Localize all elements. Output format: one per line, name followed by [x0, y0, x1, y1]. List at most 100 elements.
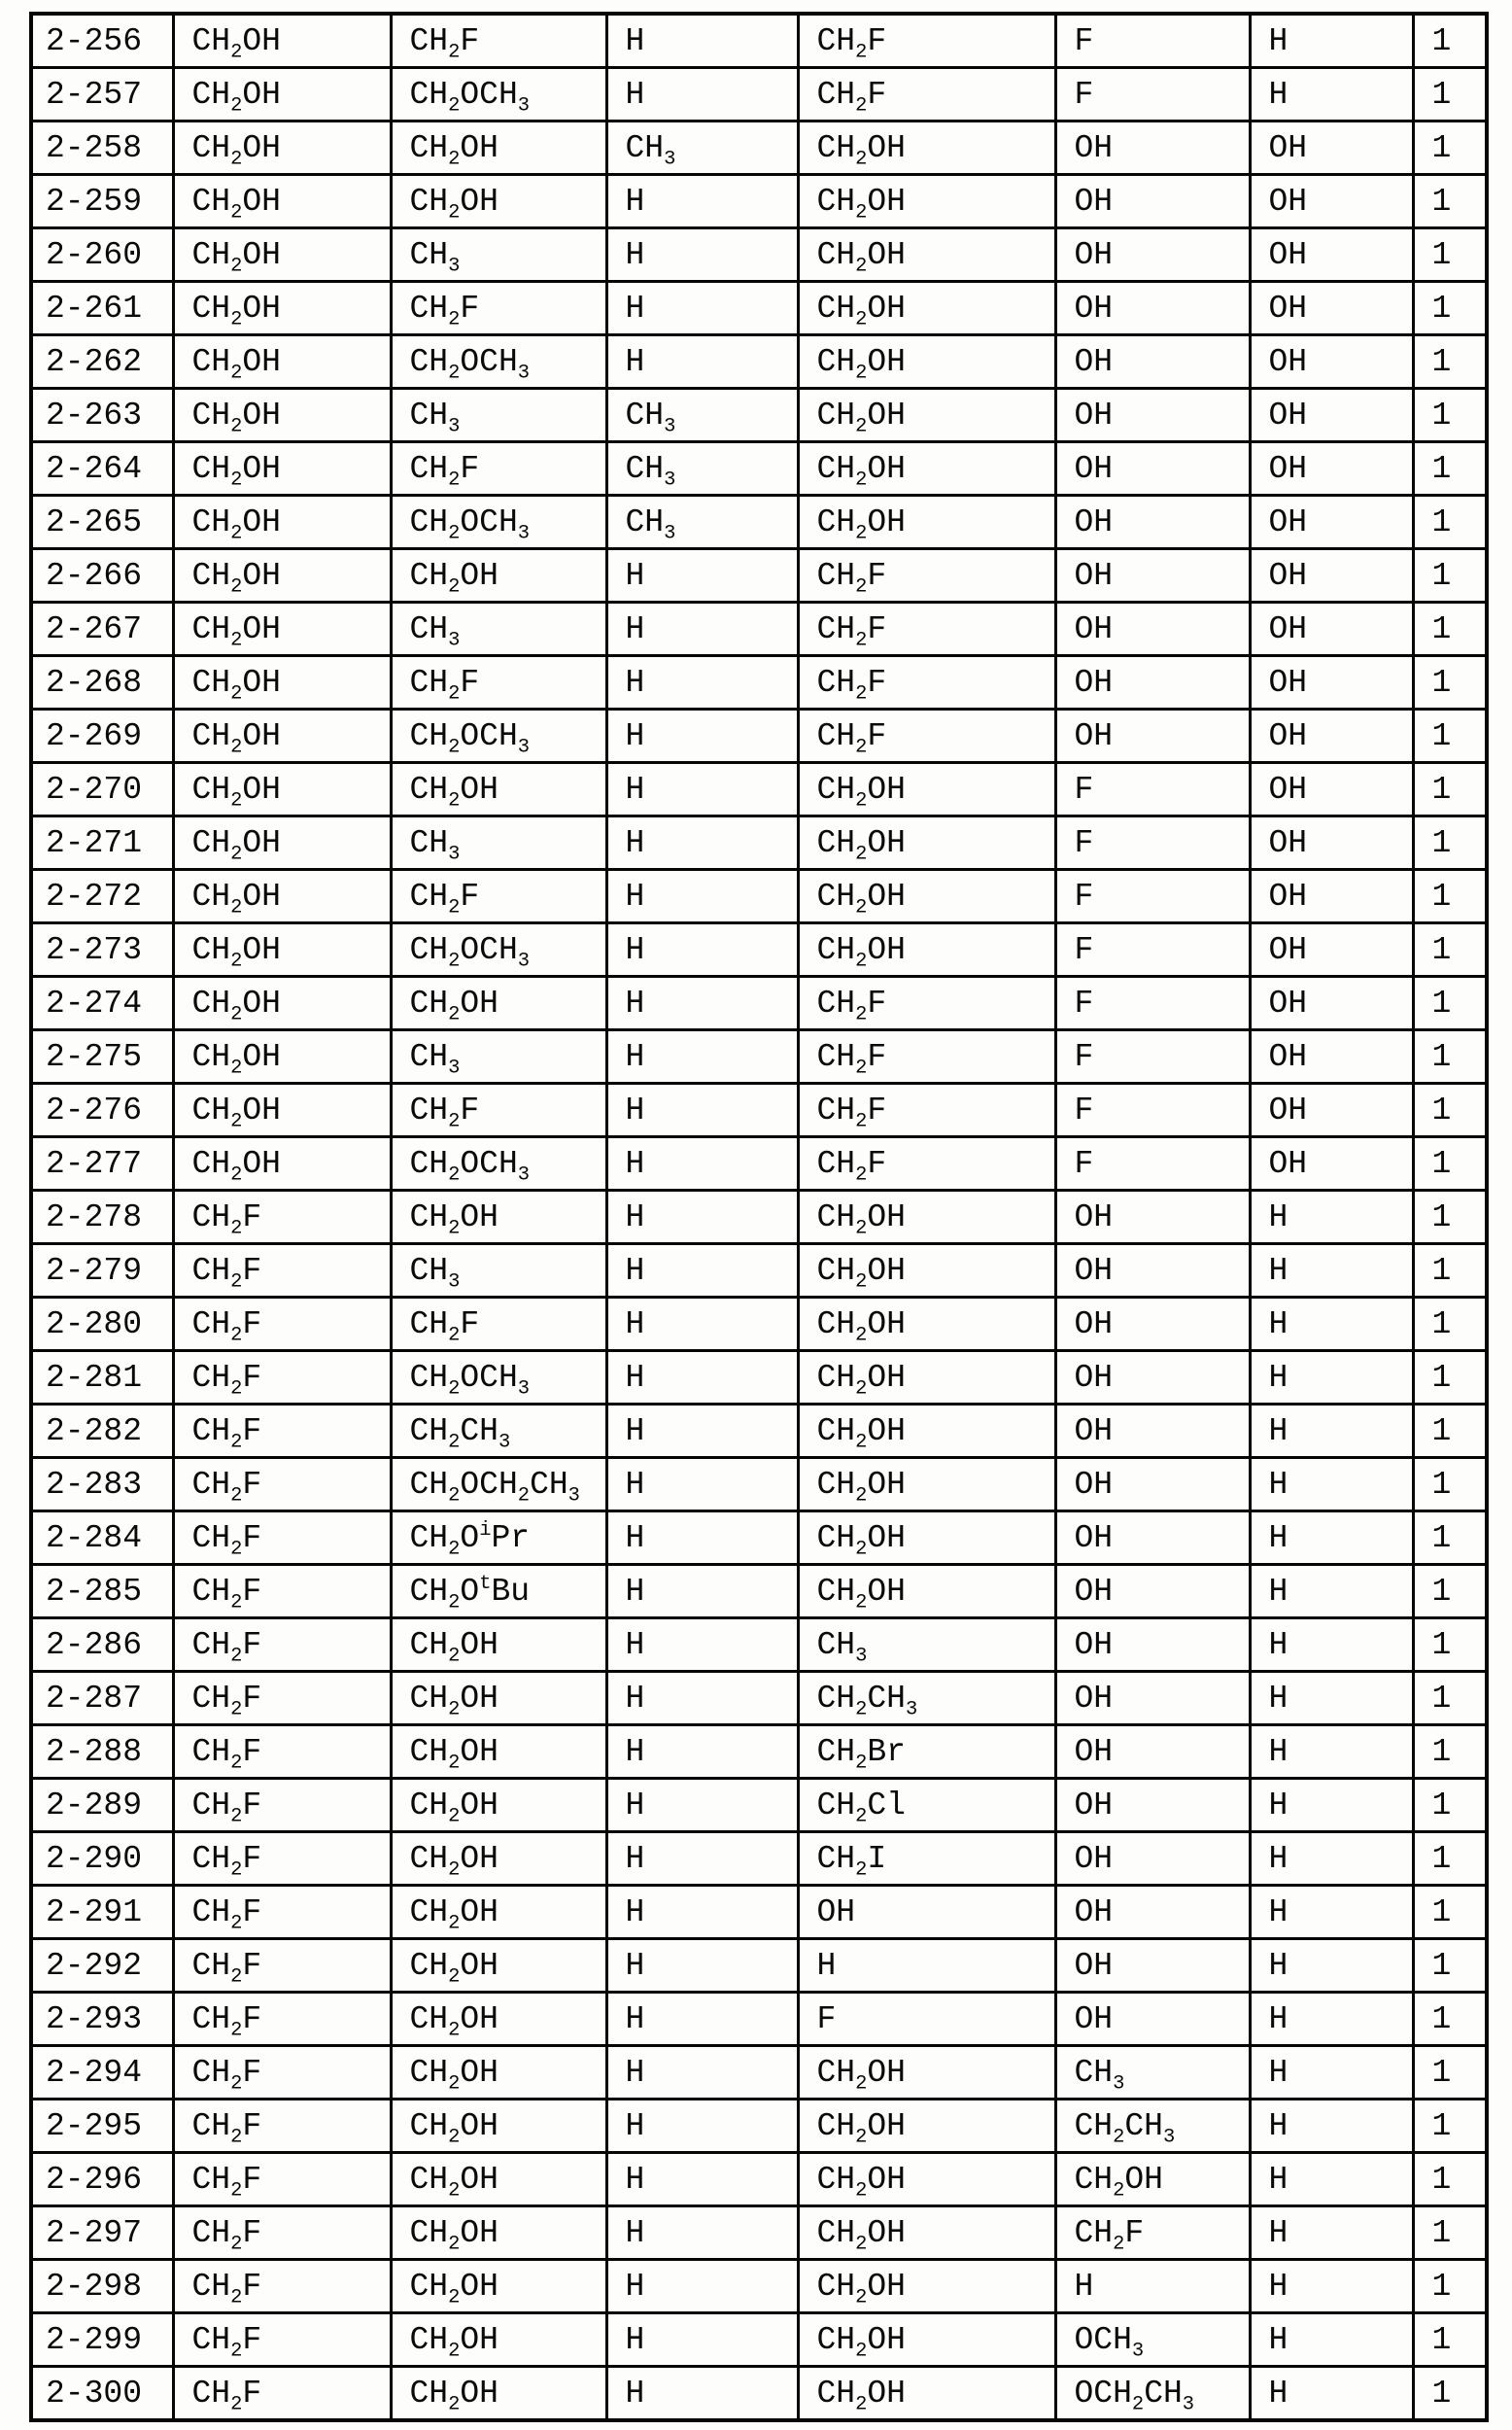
- substituent-cell: 1: [1411, 1670, 1489, 1726]
- substituent-cell: CH2F: [171, 1991, 393, 2047]
- substituent-cell: OH: [1053, 1830, 1252, 1887]
- table-row: 2-273 CH2OH CH2OCH3 H CH2OH F OH 1: [29, 921, 1489, 978]
- compound-id-cell: 2-292: [29, 1937, 175, 1994]
- compound-id-cell: 2-267: [29, 601, 175, 657]
- compound-id-cell: 2-300: [29, 2365, 175, 2422]
- substituent-cell: CH2OH: [796, 280, 1057, 336]
- substituent-cell: CH2OH: [171, 494, 393, 550]
- substituent-cell: CH2OH: [171, 1135, 393, 1192]
- substituent-cell: 1: [1411, 2311, 1489, 2368]
- substituent-cell: CH2OH: [389, 761, 608, 817]
- substituent-cell: OCH3: [1053, 2311, 1252, 2368]
- substituent-cell: 1: [1411, 1777, 1489, 1833]
- substituent-cell: H: [604, 654, 800, 711]
- substituent-cell: 1: [1411, 1510, 1489, 1566]
- substituent-cell: H: [604, 761, 800, 817]
- substituent-cell: 1: [1411, 66, 1489, 122]
- substituent-cell: H: [1248, 66, 1415, 122]
- substituent-cell: H: [604, 1723, 800, 1780]
- substituent-cell: CH2OH: [389, 1616, 608, 1673]
- substituent-cell: CH3: [389, 226, 608, 283]
- substituent-cell: 1: [1411, 815, 1489, 871]
- substituent-cell: H: [1248, 1830, 1415, 1887]
- substituent-cell: CH2F: [171, 1937, 393, 1994]
- substituent-cell: CH2F: [171, 2204, 393, 2261]
- compound-id-cell: 2-291: [29, 1884, 175, 1940]
- substituent-cell: CH2OH: [1053, 2151, 1252, 2207]
- substituent-cell: CH2OH: [171, 387, 393, 443]
- table-row: 2-294 CH2F CH2OH H CH2OH CH3 H 1: [29, 2044, 1489, 2100]
- substituent-cell: H: [1248, 2151, 1415, 2207]
- substituent-cell: CH2OH: [796, 2204, 1057, 2261]
- substituent-cell: H: [604, 547, 800, 604]
- table-row: 2-269 CH2OH CH2OCH3 H CH2F OH OH 1: [29, 708, 1489, 764]
- substituent-cell: H: [604, 1082, 800, 1138]
- substituent-cell: 1: [1411, 2044, 1489, 2100]
- compound-id-cell: 2-299: [29, 2311, 175, 2368]
- compound-id-cell: 2-279: [29, 1242, 175, 1299]
- substituent-cell: OH: [1053, 708, 1252, 764]
- compound-id-cell: 2-276: [29, 1082, 175, 1138]
- substituent-cell: 1: [1411, 1991, 1489, 2047]
- substituent-cell: H: [604, 12, 800, 69]
- substituent-cell: 1: [1411, 333, 1489, 390]
- substituent-cell: F: [1053, 815, 1252, 871]
- substituent-cell: CH2OH: [389, 1189, 608, 1245]
- table-row: 2-264 CH2OH CH2F CH3 CH2OH OH OH 1: [29, 440, 1489, 497]
- substituent-cell: H: [1248, 1723, 1415, 1780]
- substituent-cell: CH2F: [389, 1296, 608, 1352]
- substituent-cell: CH2F: [796, 975, 1057, 1031]
- substituent-cell: OH: [1053, 1189, 1252, 1245]
- substituent-cell: 1: [1411, 654, 1489, 711]
- substituent-cell: 1: [1411, 708, 1489, 764]
- substituent-cell: 1: [1411, 2204, 1489, 2261]
- substituent-cell: 1: [1411, 440, 1489, 497]
- table-row: 2-270 CH2OH CH2OH H CH2OH F OH 1: [29, 761, 1489, 817]
- table-row: 2-261 CH2OH CH2F H CH2OH OH OH 1: [29, 280, 1489, 336]
- substituent-cell: OH: [1053, 1296, 1252, 1352]
- substituent-cell: H: [1248, 1991, 1415, 2047]
- compound-id-cell: 2-268: [29, 654, 175, 711]
- substituent-cell: CH2OH: [796, 1296, 1057, 1352]
- table-row: 2-276 CH2OH CH2F H CH2F F OH 1: [29, 1082, 1489, 1138]
- substituent-cell: OH: [1248, 868, 1415, 924]
- substituent-cell: CH2F: [171, 2311, 393, 2368]
- compound-table: 2-256 CH2OH CH2F H CH2F F H 1 2-257 CH2OH CH2OCH3 H…: [29, 12, 1489, 2422]
- substituent-cell: 1: [1411, 1082, 1489, 1138]
- substituent-cell: OH: [1053, 1991, 1252, 2047]
- substituent-cell: H: [1248, 1456, 1415, 1512]
- substituent-cell: 1: [1411, 1403, 1489, 1459]
- substituent-cell: CH2OH: [389, 1723, 608, 1780]
- substituent-cell: H: [1248, 1777, 1415, 1833]
- substituent-cell: CH2OH: [796, 1510, 1057, 1566]
- substituent-cell: CH2F: [171, 1189, 393, 1245]
- substituent-cell: CH3: [389, 387, 608, 443]
- substituent-cell: H: [604, 1028, 800, 1085]
- substituent-cell: H: [604, 1991, 800, 2047]
- table-row: 2-286 CH2F CH2OH H CH3 OH H 1: [29, 1616, 1489, 1673]
- substituent-cell: CH2F: [1053, 2204, 1252, 2261]
- substituent-cell: CH3: [389, 1242, 608, 1299]
- substituent-cell: CH2F: [171, 1723, 393, 1780]
- substituent-cell: CH2OH: [389, 1830, 608, 1887]
- substituent-cell: CH3: [604, 494, 800, 550]
- substituent-cell: CH2F: [796, 1082, 1057, 1138]
- compound-id-cell: 2-264: [29, 440, 175, 497]
- compound-id-cell: 2-283: [29, 1456, 175, 1512]
- substituent-cell: H: [604, 2204, 800, 2261]
- substituent-cell: CH2OCH3: [389, 494, 608, 550]
- substituent-cell: CH2OH: [171, 173, 393, 229]
- substituent-cell: OH: [1248, 1028, 1415, 1085]
- substituent-cell: CH2Br: [796, 1723, 1057, 1780]
- substituent-cell: 1: [1411, 494, 1489, 550]
- substituent-cell: H: [1248, 1242, 1415, 1299]
- substituent-cell: OH: [1248, 280, 1415, 336]
- table-row: 2-291 CH2F CH2OH H OH OH H 1: [29, 1884, 1489, 1940]
- substituent-cell: 1: [1411, 868, 1489, 924]
- substituent-cell: H: [1248, 1510, 1415, 1566]
- substituent-cell: CH2OH: [171, 440, 393, 497]
- table-row: 2-263 CH2OH CH3 CH3 CH2OH OH OH 1: [29, 387, 1489, 443]
- substituent-cell: 1: [1411, 1189, 1489, 1245]
- compound-id-cell: 2-288: [29, 1723, 175, 1780]
